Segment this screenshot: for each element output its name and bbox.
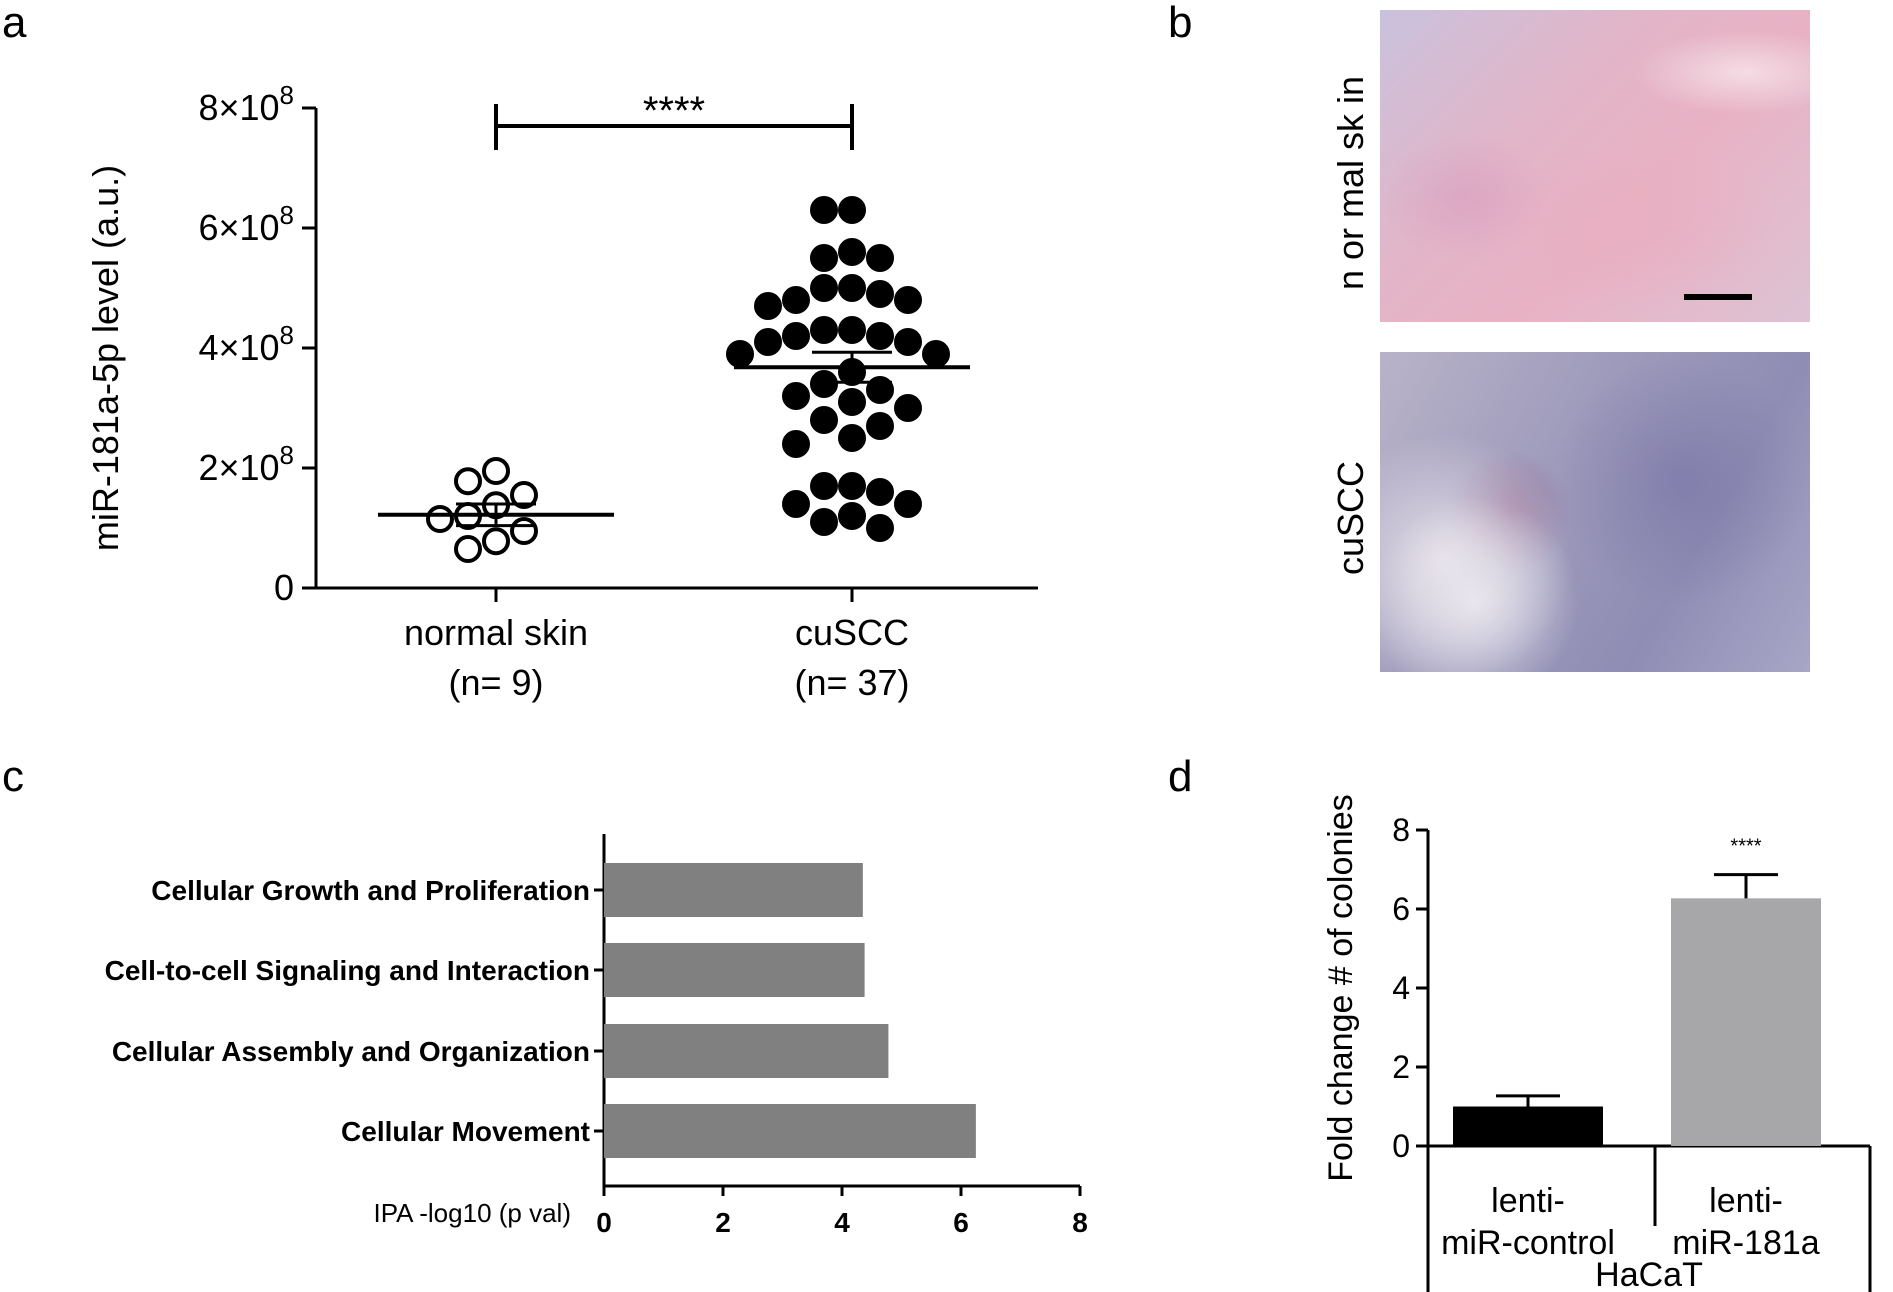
- x-tick-label-c: 6: [953, 1207, 969, 1238]
- n-label-a: (n= 9): [448, 662, 543, 703]
- data-point: [838, 502, 866, 530]
- micrograph-normal-skin: [1380, 10, 1810, 322]
- n-label-a: (n= 37): [794, 662, 909, 703]
- data-point: [454, 535, 482, 563]
- data-point: [866, 412, 894, 440]
- bar-d: [1453, 1106, 1603, 1146]
- data-point: [894, 286, 922, 314]
- data-point: [838, 472, 866, 500]
- data-point: [782, 430, 810, 458]
- y-axis-label-d: Fold change # of colonies: [1322, 794, 1360, 1181]
- bar-c: [604, 943, 865, 997]
- y-tick-label-d: 2: [1392, 1049, 1410, 1085]
- data-point: [894, 490, 922, 518]
- y-tick-label-d: 8: [1392, 812, 1410, 848]
- category-label-d-line2: miR-control: [1441, 1224, 1615, 1262]
- data-point: [838, 274, 866, 302]
- data-point: [782, 322, 810, 350]
- data-point: [482, 457, 510, 485]
- data-point: [810, 370, 838, 398]
- data-point: [866, 376, 894, 404]
- y-tick-label-a: 4×108: [198, 320, 294, 368]
- data-point: [866, 322, 894, 350]
- significance-label-a: ****: [643, 89, 705, 133]
- significance-label-d: ****: [1730, 836, 1761, 858]
- category-label-c: Cell-to-cell Signaling and Interaction: [105, 955, 590, 986]
- data-point: [782, 382, 810, 410]
- y-tick-label-d: 4: [1392, 970, 1410, 1006]
- y-tick-label-a: 6×108: [198, 200, 294, 248]
- category-label-c: Cellular Movement: [341, 1116, 590, 1147]
- data-point: [810, 196, 838, 224]
- x-tick-label-c: 8: [1072, 1207, 1088, 1238]
- y-tick-label-a: 2×108: [198, 440, 294, 488]
- data-point: [810, 244, 838, 272]
- y-tick-label-d: 6: [1392, 891, 1410, 927]
- data-point: [510, 481, 538, 509]
- data-point: [810, 508, 838, 536]
- y-tick-label-a: 0: [274, 567, 294, 608]
- data-point: [810, 472, 838, 500]
- x-tick-label-a: cuSCC: [795, 612, 909, 653]
- data-point: [726, 340, 754, 368]
- data-point: [754, 328, 782, 356]
- x-tick-label-c: 0: [596, 1207, 612, 1238]
- data-point: [454, 467, 482, 496]
- data-point: [922, 340, 950, 368]
- data-point: [510, 517, 538, 545]
- panel-d-letter: d: [1168, 752, 1193, 801]
- data-point: [866, 244, 894, 272]
- data-point: [810, 406, 838, 434]
- category-label-c: Cellular Growth and Proliferation: [151, 875, 590, 906]
- data-point: [426, 505, 454, 533]
- bar-c: [604, 863, 863, 917]
- y-tick-label-a: 8×108: [198, 80, 294, 128]
- data-point: [810, 316, 838, 344]
- data-point: [866, 478, 894, 506]
- data-point: [838, 388, 866, 416]
- panel-b-letter: b: [1168, 0, 1193, 47]
- category-label-d-line1: lenti-: [1491, 1182, 1565, 1220]
- bar-d: [1671, 898, 1821, 1146]
- data-point: [754, 292, 782, 320]
- data-point: [838, 316, 866, 344]
- y-axis-label-a: miR-181a-5p level (a.u.): [85, 165, 126, 551]
- panel-a-letter: a: [2, 0, 27, 47]
- y-tick-label-d: 0: [1392, 1128, 1410, 1164]
- data-point: [482, 527, 510, 556]
- data-point: [810, 274, 838, 302]
- bar-c: [604, 1024, 889, 1078]
- data-point: [866, 514, 894, 542]
- micrograph-cuscc: [1380, 352, 1810, 672]
- data-point: [894, 394, 922, 422]
- bar-c: [604, 1104, 976, 1158]
- group-label-d: HaCaT: [1595, 1256, 1703, 1292]
- data-point: [782, 286, 810, 314]
- data-point: [782, 490, 810, 518]
- category-label-c: Cellular Assembly and Organization: [112, 1036, 590, 1067]
- data-point: [894, 328, 922, 356]
- data-point: [866, 280, 894, 308]
- category-label-d-line2: miR-181a: [1672, 1224, 1819, 1262]
- data-point: [838, 424, 866, 452]
- x-tick-label-c: 4: [834, 1207, 850, 1238]
- x-tick-label-c: 2: [715, 1207, 731, 1238]
- category-label-d-line1: lenti-: [1709, 1182, 1783, 1220]
- data-point: [838, 238, 866, 266]
- x-tick-label-a: normal skin: [404, 612, 588, 653]
- data-point: [838, 196, 866, 224]
- x-axis-label-c: IPA -log10 (p val): [373, 1198, 571, 1228]
- panel-c-letter: c: [2, 752, 24, 801]
- scale-bar: [1684, 294, 1752, 300]
